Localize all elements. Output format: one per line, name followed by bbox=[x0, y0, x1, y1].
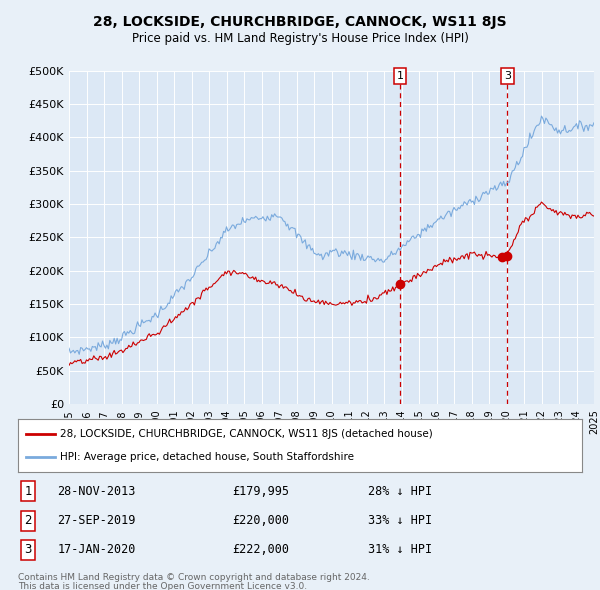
Text: This data is licensed under the Open Government Licence v3.0.: This data is licensed under the Open Gov… bbox=[18, 582, 307, 590]
Text: £220,000: £220,000 bbox=[232, 514, 289, 527]
Text: 1: 1 bbox=[25, 485, 32, 498]
Text: Contains HM Land Registry data © Crown copyright and database right 2024.: Contains HM Land Registry data © Crown c… bbox=[18, 573, 370, 582]
Text: 28-NOV-2013: 28-NOV-2013 bbox=[58, 485, 136, 498]
Text: 33% ↓ HPI: 33% ↓ HPI bbox=[368, 514, 432, 527]
Text: 28, LOCKSIDE, CHURCHBRIDGE, CANNOCK, WS11 8JS (detached house): 28, LOCKSIDE, CHURCHBRIDGE, CANNOCK, WS1… bbox=[60, 429, 433, 439]
Text: £179,995: £179,995 bbox=[232, 485, 289, 498]
Text: 27-SEP-2019: 27-SEP-2019 bbox=[58, 514, 136, 527]
Text: 2: 2 bbox=[25, 514, 32, 527]
Text: 28, LOCKSIDE, CHURCHBRIDGE, CANNOCK, WS11 8JS: 28, LOCKSIDE, CHURCHBRIDGE, CANNOCK, WS1… bbox=[93, 15, 507, 29]
Text: 28% ↓ HPI: 28% ↓ HPI bbox=[368, 485, 432, 498]
Text: £222,000: £222,000 bbox=[232, 543, 289, 556]
Text: 17-JAN-2020: 17-JAN-2020 bbox=[58, 543, 136, 556]
Text: 31% ↓ HPI: 31% ↓ HPI bbox=[368, 543, 432, 556]
Text: 3: 3 bbox=[504, 71, 511, 81]
Text: 1: 1 bbox=[397, 71, 404, 81]
Text: Price paid vs. HM Land Registry's House Price Index (HPI): Price paid vs. HM Land Registry's House … bbox=[131, 32, 469, 45]
Text: HPI: Average price, detached house, South Staffordshire: HPI: Average price, detached house, Sout… bbox=[60, 452, 354, 462]
Text: 3: 3 bbox=[25, 543, 32, 556]
